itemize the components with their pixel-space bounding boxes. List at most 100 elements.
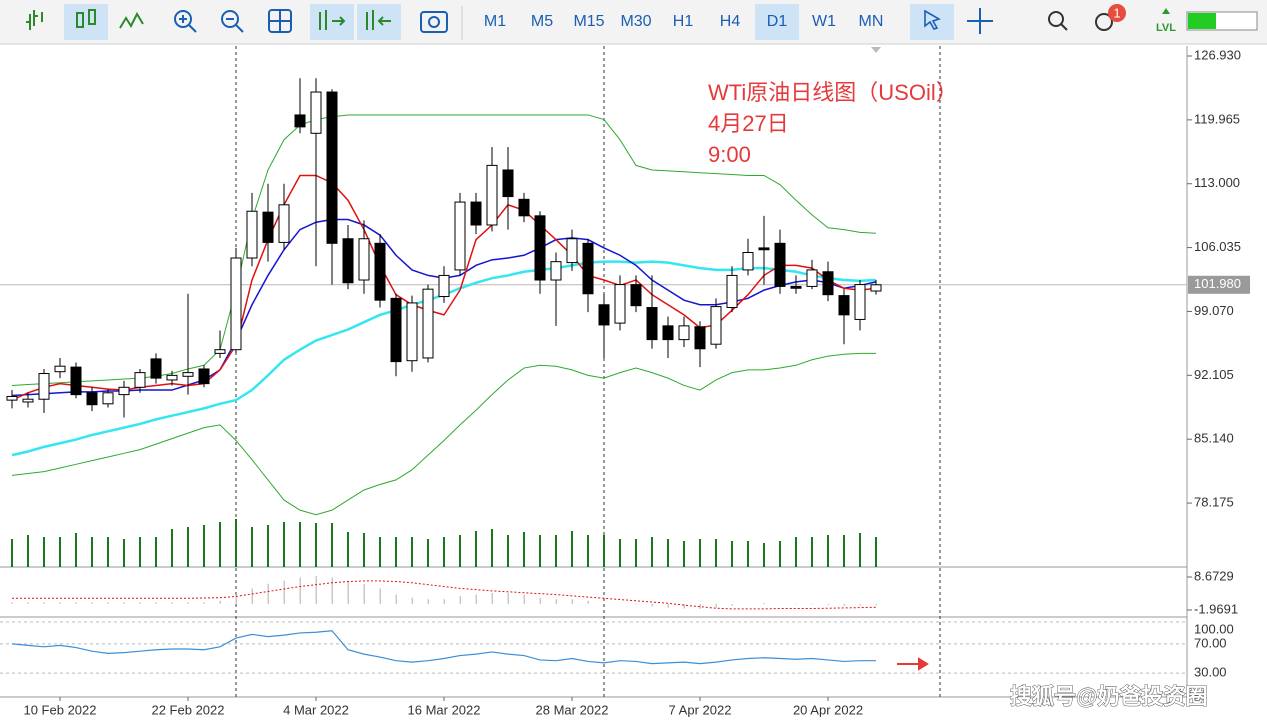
macd-bar: [235, 594, 237, 604]
timeframe-button[interactable]: W1: [812, 13, 836, 30]
timeframe-button[interactable]: D1: [767, 13, 788, 30]
volume-bar: [619, 539, 621, 567]
volume-bar: [203, 525, 205, 567]
macd-bar: [763, 602, 765, 604]
candle-body: [246, 210, 258, 259]
volume-bar: [379, 537, 381, 567]
y-tick-label: 8.6729: [1194, 568, 1234, 583]
macd-bar: [667, 603, 669, 608]
search-handle: [1060, 23, 1068, 31]
volume-bar: [747, 541, 749, 567]
screenshot-lens: [428, 16, 440, 28]
screenshot-icon[interactable]: [420, 11, 448, 33]
macd-bar: [171, 602, 173, 604]
line-chart-icon[interactable]: [119, 11, 144, 29]
candle-body: [390, 297, 402, 363]
macd-bar: [859, 603, 861, 606]
volume-bar: [811, 537, 813, 567]
macd-bar: [331, 577, 333, 604]
volume-bar: [187, 527, 189, 567]
volume-bar: [75, 533, 77, 567]
signal-icon: [1162, 8, 1170, 14]
y-tick-label: -1.9691: [1194, 601, 1238, 616]
timeframe-active: [755, 4, 799, 40]
candle-body: [70, 366, 82, 396]
candle-body: [294, 114, 306, 128]
candle-body: [118, 386, 130, 396]
timeframe-button[interactable]: M1: [484, 13, 506, 30]
macd-bar: [843, 603, 845, 606]
moving-average-line: [11, 352, 876, 516]
annotation: 9:00: [708, 142, 751, 167]
crosshair-icon[interactable]: [967, 8, 993, 34]
volume-bar: [667, 539, 669, 567]
cursor-active[interactable]: [910, 4, 954, 40]
macd-bar: [395, 594, 397, 604]
y-tick-label: 70.00: [1194, 635, 1227, 650]
volume-bar: [859, 533, 861, 567]
zoom-in-icon[interactable]: [174, 10, 192, 28]
timeframe-button[interactable]: H1: [673, 13, 694, 30]
candle-body: [598, 304, 610, 326]
candle-body: [486, 164, 498, 226]
level-fill: [1188, 13, 1216, 29]
volume-bar: [763, 543, 765, 567]
candle-body: [758, 247, 770, 251]
volume-bar: [843, 535, 845, 567]
timeframe-button[interactable]: M5: [531, 13, 553, 30]
last-price-box: [1188, 275, 1250, 294]
macd-bar: [43, 602, 45, 604]
candle-body: [470, 201, 482, 226]
candle-body: [22, 398, 34, 403]
timeframe-button[interactable]: H4: [720, 13, 741, 30]
volume-bar: [651, 537, 653, 567]
period-separators: [235, 46, 941, 697]
volume-bar: [315, 523, 317, 567]
candle-body: [822, 271, 834, 296]
y-tick-label: 92.105: [1194, 367, 1234, 382]
candle-body: [534, 215, 546, 281]
macd-bar: [11, 602, 13, 604]
candle-body: [518, 198, 530, 217]
volume-bar: [427, 539, 429, 567]
timeframe-button[interactable]: MN: [859, 13, 884, 30]
volume-bar: [123, 539, 125, 567]
volume-bar: [795, 537, 797, 567]
y-tick-label: 78.175: [1194, 494, 1234, 509]
candle-body: [54, 365, 66, 373]
timeframe-button[interactable]: M15: [573, 13, 604, 30]
timeframe-button[interactable]: M30: [620, 13, 651, 30]
volume-bar: [475, 531, 477, 567]
x-tick-label: 20 Apr 2022: [793, 702, 863, 717]
macd-bar: [827, 603, 829, 606]
x-tick-label: 28 Mar 2022: [536, 702, 609, 717]
macd-bar: [731, 603, 733, 606]
account-icon[interactable]: [1095, 13, 1113, 31]
macd-bar: [315, 575, 317, 604]
macd-bar: [363, 583, 365, 604]
volume-bar: [139, 537, 141, 567]
candle-body: [678, 325, 690, 341]
macd-bar: [683, 603, 685, 609]
candle-icon-active[interactable]: [64, 4, 108, 40]
candle-body: [854, 284, 866, 320]
bar-chart-icon[interactable]: [26, 10, 43, 30]
annotation: WTi原油日线图（USOil）: [708, 80, 958, 105]
volume-bar: [299, 522, 301, 567]
volume-bar: [395, 537, 397, 567]
volume-bar: [27, 535, 29, 567]
candle-body: [198, 368, 210, 385]
volume-bar: [603, 535, 605, 567]
y-tick-label: 106.035: [1194, 239, 1241, 254]
candle-body: [870, 284, 882, 292]
volume-bar: [827, 535, 829, 567]
search-icon[interactable]: [1048, 11, 1064, 27]
candle-body: [550, 261, 562, 281]
candle-body: [646, 307, 658, 341]
macd-bar: [379, 588, 381, 604]
candle-body: [358, 238, 370, 281]
zoom-out-icon[interactable]: [221, 10, 239, 28]
candle-body: [662, 325, 674, 341]
macd-bar: [219, 600, 221, 604]
macd-bar: [507, 593, 509, 604]
